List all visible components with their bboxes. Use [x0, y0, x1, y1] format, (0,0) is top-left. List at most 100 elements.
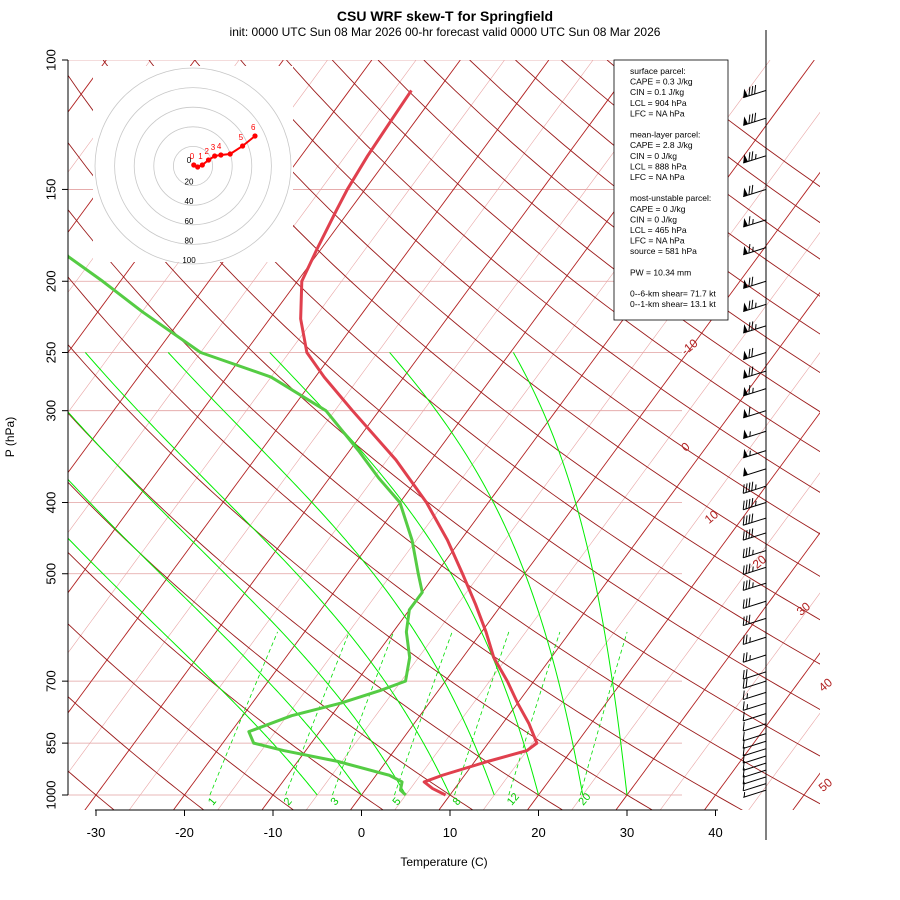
axes: 1 2 3 5 8 12 201001502002503004005007008501000… — [43, 30, 835, 840]
barb-half — [746, 704, 748, 710]
barb-staff — [743, 762, 767, 771]
isotherm-label: 40 — [816, 675, 835, 695]
barb-full — [748, 367, 751, 377]
hodograph-point — [199, 162, 205, 168]
chart-subtitle: init: 0000 UTC Sun 08 Mar 2026 00-hr for… — [230, 25, 661, 39]
barb-full — [748, 322, 751, 332]
info-line: most-unstable parcel: — [630, 193, 711, 203]
barb-staff — [743, 702, 767, 711]
mixing-ratio-label: 2 — [282, 796, 295, 808]
barb-full — [742, 701, 745, 711]
barb-staff — [743, 783, 767, 792]
hodograph-point-label: 3 — [211, 143, 216, 152]
wind-barb — [742, 739, 767, 749]
barb-flag — [743, 279, 748, 289]
barb-staff — [743, 680, 767, 689]
barb-full — [751, 184, 754, 194]
dry-adiabat-line — [68, 276, 743, 810]
dry-adiabat-line — [377, 60, 820, 413]
mixing-ratio-label: 20 — [576, 791, 593, 808]
isotherm-line — [68, 60, 461, 594]
info-line: CAPE = 2.8 J/kg — [630, 140, 693, 150]
x-tick-label: 30 — [620, 825, 634, 840]
wind-barb — [742, 731, 767, 742]
barb-full — [742, 484, 745, 494]
barb-staff — [743, 517, 767, 526]
barb-full — [748, 185, 751, 195]
barb-staff — [743, 723, 767, 732]
moist-adiabat-line — [68, 537, 318, 796]
isotherm-line-minor — [482, 352, 820, 810]
moist-adiabat-line — [389, 352, 584, 796]
barb-flag — [743, 408, 748, 418]
isotherm-line-minor — [394, 232, 820, 810]
barb-full — [748, 514, 751, 524]
info-line: surface parcel: — [630, 66, 686, 76]
y-axis-label: P (hPa) — [3, 417, 17, 457]
dry-adiabat-line — [68, 481, 474, 810]
info-line: CAPE = 0 J/kg — [630, 204, 686, 214]
barb-flag — [743, 350, 748, 360]
moist-adiabat-line — [167, 352, 495, 796]
wind-barb — [743, 243, 767, 256]
barb-full — [751, 85, 754, 95]
wind-barb — [743, 366, 767, 379]
barb-staff — [743, 755, 767, 764]
dry-adiabat-line — [286, 60, 820, 493]
barb-full — [745, 564, 748, 574]
barb-flag — [743, 429, 748, 439]
isotherm-line — [703, 652, 820, 810]
barb-half — [749, 655, 751, 661]
barb-flag — [743, 448, 748, 458]
barb-full — [754, 112, 757, 122]
y-tick-label: 850 — [43, 732, 58, 754]
x-tick-label: -10 — [264, 825, 283, 840]
barb-full — [742, 516, 745, 526]
x-tick-label: 10 — [443, 825, 457, 840]
barb-full — [742, 616, 745, 626]
barb-full — [748, 579, 751, 589]
mixing-ratio-label: 12 — [505, 791, 522, 808]
wind-barb — [743, 84, 767, 99]
isotherm-line — [172, 60, 727, 810]
barb-half — [749, 637, 751, 643]
barb-staff — [743, 691, 767, 701]
barb-staff — [743, 740, 767, 749]
barb-staff — [743, 600, 767, 609]
barb-half — [755, 302, 757, 308]
info-line: 0--1-km shear= 13.1 kt — [630, 299, 716, 309]
barb-full — [742, 775, 745, 785]
profiles — [68, 89, 539, 797]
isotherm-line-minor — [748, 712, 820, 810]
isotherm-line — [438, 291, 820, 810]
x-tick-label: -20 — [175, 825, 194, 840]
barb-full — [748, 243, 751, 254]
hodograph-point-label: 1 — [198, 152, 203, 161]
y-tick-label: 200 — [43, 270, 58, 292]
barb-staff — [743, 532, 767, 541]
barb-full — [745, 615, 748, 625]
wind-barb — [742, 669, 767, 680]
barb-staff — [743, 789, 767, 798]
barb-flag — [743, 153, 748, 163]
wind-barb — [743, 347, 767, 361]
wind-barb — [742, 597, 767, 609]
hodograph-point — [218, 152, 224, 158]
barb-full — [745, 678, 748, 688]
barb-staff — [743, 776, 767, 785]
barb-full — [748, 114, 751, 124]
barb-full — [748, 216, 751, 226]
barb-half — [755, 500, 757, 506]
barb-staff — [743, 713, 767, 722]
dry-adiabat-line — [68, 74, 820, 711]
barb-full — [751, 497, 754, 508]
barb-full — [748, 546, 751, 557]
hodograph-ring — [94, 67, 292, 265]
barb-staff — [743, 748, 767, 757]
barb-flag — [743, 302, 748, 312]
barb-full — [745, 530, 748, 540]
barb-full — [748, 482, 751, 492]
hodograph-center-label: 0 — [187, 156, 192, 165]
x-tick-label: 0 — [358, 825, 365, 840]
barb-full — [748, 563, 751, 573]
